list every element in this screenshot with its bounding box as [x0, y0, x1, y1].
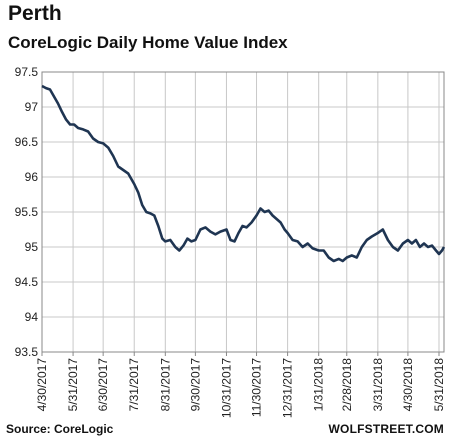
- x-tick-label: 3/31/2018: [371, 358, 385, 412]
- x-tick-label: 5/31/2018: [432, 358, 446, 412]
- plot-frame: [41, 71, 445, 353]
- series-layer: [41, 84, 446, 263]
- y-axis: 93.5 94 94.5 95 95.5 96 96.5 97 97.5: [15, 65, 39, 359]
- y-tick-label: 96.5: [15, 135, 39, 149]
- series-line: [41, 84, 446, 263]
- y-tick-label: 94: [25, 310, 39, 324]
- x-tick-label: 10/31/2017: [219, 358, 233, 418]
- brand-label: WOLFSTREET.COM: [328, 422, 444, 436]
- x-tick-label: 7/31/2017: [127, 358, 141, 412]
- chart-subtitle: CoreLogic Daily Home Value Index: [8, 33, 288, 52]
- x-tick-label: 4/30/2017: [35, 358, 49, 412]
- source-label: Source: CoreLogic: [6, 422, 114, 436]
- y-tick-label: 93.5: [15, 345, 39, 359]
- x-tick-label: 5/31/2017: [66, 358, 80, 412]
- chart-title: Perth: [8, 2, 62, 25]
- x-tick-label: 1/31/2018: [312, 358, 326, 412]
- x-tick-label: 8/31/2017: [158, 358, 172, 412]
- x-tick-label: 9/30/2017: [188, 358, 202, 412]
- y-tick-label: 94.5: [15, 275, 39, 289]
- x-tick-label: 4/30/2018: [401, 358, 415, 412]
- grid-layer: [41, 71, 445, 353]
- y-tick-label: 97.5: [15, 65, 39, 79]
- y-tick-label: 97: [25, 100, 39, 114]
- y-tick-label: 96: [25, 170, 39, 184]
- x-axis: 4/30/2017 5/31/2017 6/30/2017 7/31/2017 8/31…: [35, 352, 446, 418]
- y-tick-label: 95.5: [15, 205, 39, 219]
- y-tick-label: 95: [25, 240, 39, 254]
- x-tick-label: 12/31/2017: [281, 358, 295, 418]
- x-tick-label: 6/30/2017: [96, 358, 110, 412]
- x-tick-label: 11/30/2017: [250, 358, 264, 417]
- x-tick-label: 2/28/2018: [340, 358, 354, 412]
